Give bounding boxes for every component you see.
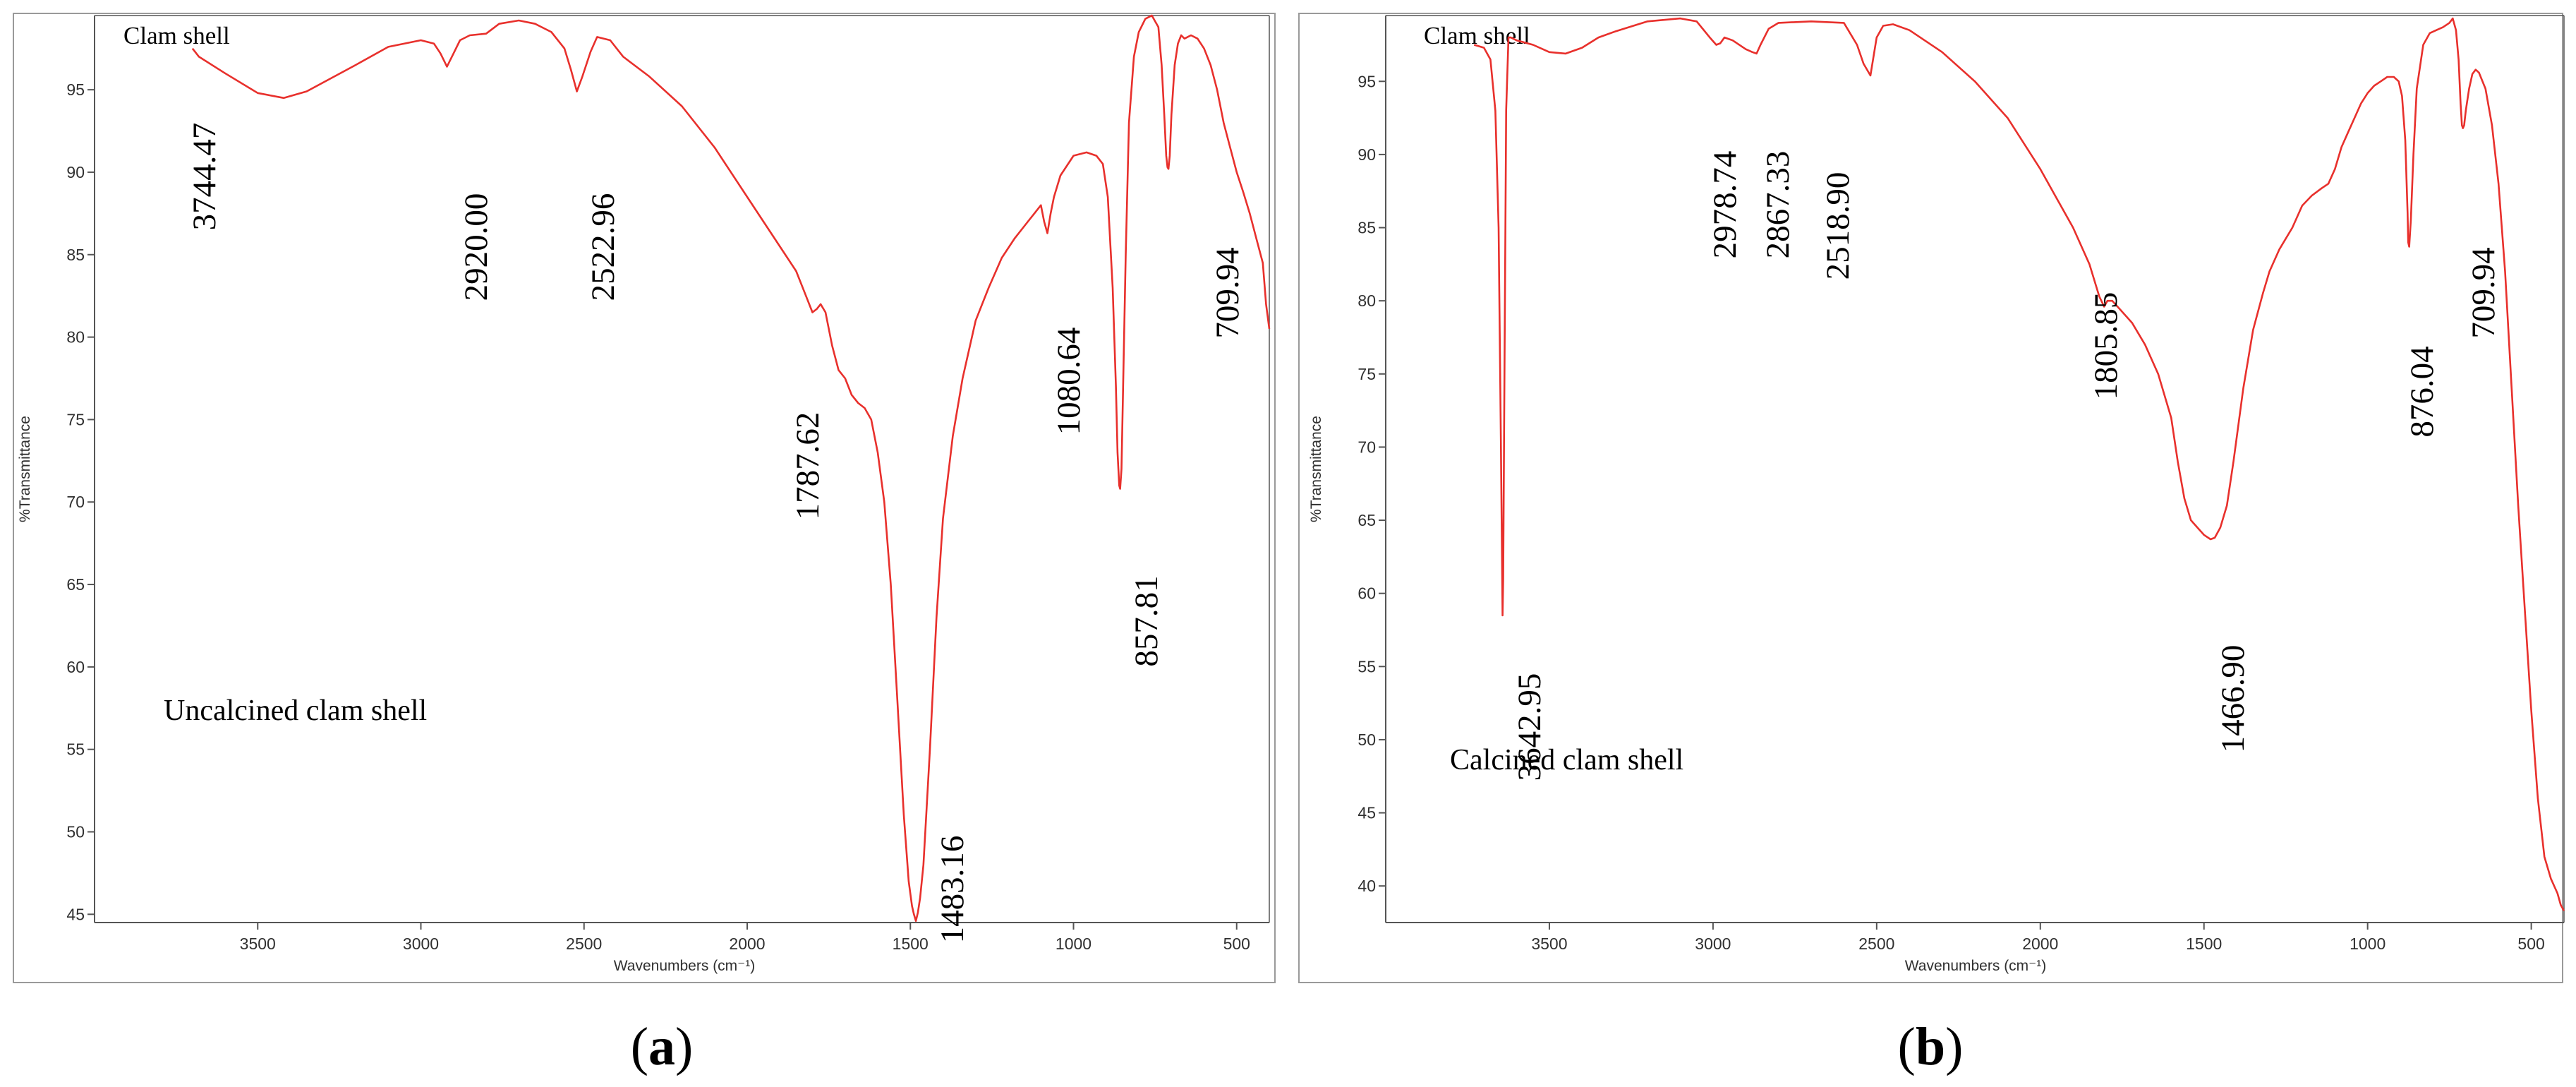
y-tick-label: 90 (66, 163, 85, 181)
y-tick-label: 45 (1357, 804, 1376, 822)
peak-label: 2978.74 (1707, 151, 1743, 259)
x-tick-label: 500 (1223, 935, 1250, 953)
y-tick-label: 85 (66, 246, 85, 264)
peak-label: 876.04 (2404, 346, 2441, 437)
x-tick-label: 3500 (240, 935, 276, 953)
y-tick-label: 90 (1357, 145, 1376, 164)
panel-a-frame (13, 13, 1276, 983)
panel-b-caption: (b) (1897, 1017, 1964, 1076)
peak-label: 2920.00 (458, 193, 495, 301)
y-tick-label: 95 (1357, 72, 1376, 90)
x-tick-label: 1500 (893, 935, 929, 953)
y-tick-label: 50 (1357, 731, 1376, 749)
peak-label: 3744.47 (186, 123, 223, 231)
x-tick-label: 2000 (729, 935, 765, 953)
x-tick-label: 2000 (2022, 935, 2058, 953)
x-tick-label: 1000 (1056, 935, 1092, 953)
y-tick-label: 55 (66, 740, 85, 759)
y-tick-label: 75 (1357, 365, 1376, 383)
y-tick-label: 85 (1357, 219, 1376, 237)
y-axis-label: %Transmittance (1308, 416, 1324, 522)
peak-label: 857.81 (1128, 575, 1165, 666)
peak-label: 1787.62 (790, 412, 826, 520)
x-axis-label: Wavenumbers (cm⁻¹) (1905, 958, 2047, 974)
panel-b-frame (1298, 13, 2563, 983)
y-axis-label: %Transmittance (17, 416, 33, 522)
x-tick-label: 3000 (403, 935, 439, 953)
y-tick-label: 65 (66, 575, 85, 594)
x-axis-label: Wavenumbers (cm⁻¹) (614, 958, 756, 974)
peak-label: 1805.85 (2088, 292, 2124, 400)
peak-label: 709.94 (2465, 247, 2502, 338)
y-tick-label: 40 (1357, 877, 1376, 895)
y-tick-label: 95 (66, 80, 85, 99)
peak-label: 1483.16 (934, 836, 971, 944)
peak-label: 2522.96 (585, 193, 622, 301)
sample-annotation: Uncalcined clam shell (164, 695, 427, 727)
chart-panel-b: 40 45 50 55 60 65 70 75 80 85 90 95 3500 3000 2500 2000… (1308, 15, 2565, 974)
spectrum-line (191, 14, 1271, 922)
y-tick-label: 65 (1357, 511, 1376, 529)
y-tick-label: 60 (66, 658, 85, 676)
y-tick-label: 70 (66, 493, 85, 511)
peak-label: 1080.64 (1051, 328, 1087, 436)
peak-label: 709.94 (1209, 247, 1246, 338)
y-tick-label: 70 (1357, 438, 1376, 456)
peak-label: 1466.90 (2215, 645, 2251, 753)
sample-annotation: Calcined clam shell (1450, 744, 1683, 776)
x-tick-label: 2500 (566, 935, 602, 953)
y-tick-label: 80 (1357, 292, 1376, 310)
panel-a-caption: (a) (630, 1017, 694, 1076)
chart-panel-a: 45 50 55 60 65 70 75 80 85 90 95 3500 3000 2500 2000 15… (17, 14, 1271, 974)
y-tick-label: 50 (66, 823, 85, 841)
peak-label: 2518.90 (1820, 172, 1856, 280)
y-tick-label: 45 (66, 905, 85, 923)
y-tick-label: 55 (1357, 657, 1376, 675)
y-tick-label: 60 (1357, 584, 1376, 603)
x-tick-label: 2500 (1858, 935, 1894, 953)
peak-label: 3642.95 (1511, 673, 1548, 781)
spectrum-line (1473, 17, 2565, 912)
x-tick-label: 3000 (1695, 935, 1731, 953)
chart-title: Clam shell (123, 22, 230, 49)
x-tick-label: 1000 (2350, 935, 2385, 953)
x-tick-label: 1500 (2186, 935, 2222, 953)
x-tick-label: 500 (2517, 935, 2544, 953)
y-tick-label: 75 (66, 410, 85, 428)
peak-label: 2867.33 (1760, 151, 1796, 259)
y-tick-label: 80 (66, 328, 85, 347)
x-tick-label: 3500 (1531, 935, 1567, 953)
